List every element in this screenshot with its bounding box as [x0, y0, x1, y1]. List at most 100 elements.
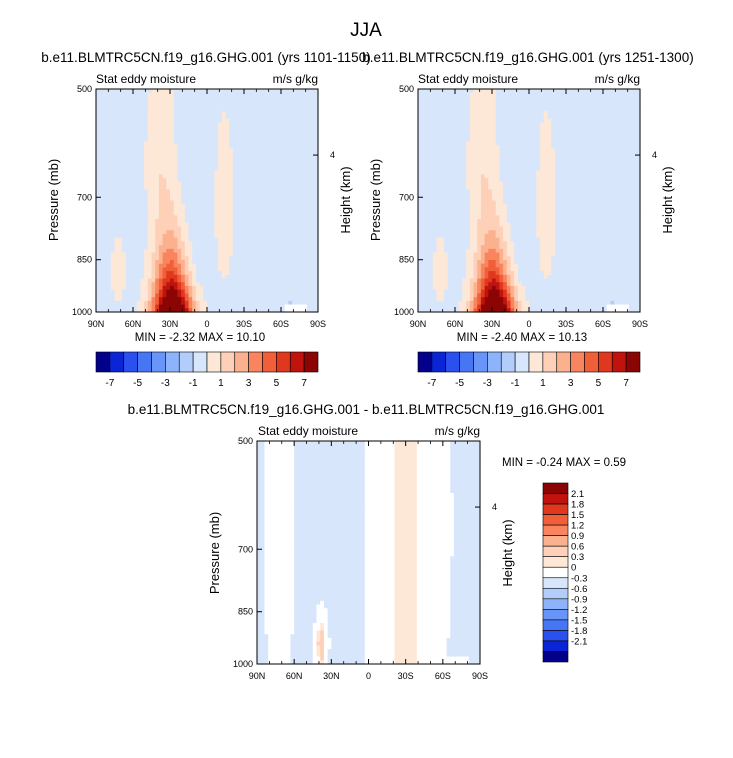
field-cell	[288, 274, 293, 280]
field-cell	[125, 252, 130, 257]
field-cell	[133, 300, 138, 306]
field-cell	[262, 211, 267, 216]
field-cell	[258, 129, 264, 135]
field-cell	[636, 163, 641, 168]
field-cell	[184, 267, 190, 272]
field-cell	[466, 115, 471, 120]
y-tick-label: 500	[77, 84, 92, 94]
field-cell	[210, 248, 215, 254]
field-cell	[529, 152, 534, 157]
field-cell	[273, 304, 278, 309]
field-cell	[625, 115, 630, 120]
field-cell	[251, 174, 256, 179]
field-cell	[170, 204, 175, 209]
field-cell	[247, 289, 252, 295]
field-cell	[155, 103, 160, 109]
field-cell	[236, 107, 241, 112]
field-cell	[129, 200, 134, 205]
field-cell	[236, 204, 241, 209]
field-cell	[562, 159, 567, 164]
field-cell	[151, 193, 156, 198]
field-cell	[273, 252, 278, 257]
field-cell	[251, 89, 256, 94]
field-cell	[262, 170, 267, 176]
field-cell	[269, 167, 275, 172]
field-cell	[207, 271, 212, 276]
field-cell	[229, 141, 234, 146]
field-cell	[255, 118, 260, 124]
field-cell	[177, 289, 182, 295]
field-cell	[110, 193, 116, 198]
field-cell	[244, 211, 249, 216]
field-cell	[170, 163, 175, 168]
field-cell	[218, 215, 223, 220]
field-cell	[625, 133, 630, 138]
field-cell	[96, 252, 101, 257]
field-cell	[118, 111, 123, 116]
field-cell	[192, 222, 197, 228]
field-cell	[151, 271, 156, 276]
field-cell	[636, 92, 641, 98]
field-cell	[110, 148, 116, 153]
field-cell	[621, 126, 626, 131]
field-cell	[529, 141, 534, 146]
field-cell	[125, 126, 130, 131]
field-cell	[418, 163, 423, 168]
field-cell	[170, 219, 175, 224]
field-cell	[121, 285, 127, 291]
field-cell	[288, 233, 293, 239]
field-cell	[554, 159, 560, 164]
field-cell	[425, 144, 430, 150]
field-cell	[543, 118, 549, 124]
field-cell	[173, 274, 178, 280]
field-cell	[247, 107, 252, 112]
field-cell	[292, 219, 297, 224]
field-cell	[440, 107, 445, 112]
field-cell	[299, 282, 304, 287]
field-cell	[281, 219, 286, 224]
field-cell	[184, 155, 190, 161]
field-cell	[221, 111, 227, 116]
field-cell	[232, 92, 238, 98]
field-cell	[99, 137, 104, 142]
field-cell	[136, 152, 141, 157]
field-cell	[258, 174, 264, 179]
field-cell	[603, 152, 608, 157]
field-cell	[606, 103, 611, 109]
field-cell	[240, 103, 245, 109]
field-cell	[136, 256, 141, 261]
field-cell	[480, 129, 486, 135]
field-cell	[517, 89, 523, 94]
field-cell	[480, 111, 486, 116]
field-cell	[96, 137, 101, 142]
field-cell	[484, 118, 489, 124]
field-cell	[218, 204, 223, 209]
field-cell	[133, 141, 138, 146]
field-cell	[188, 174, 193, 179]
field-cell	[466, 111, 471, 116]
field-cell	[199, 248, 204, 254]
field-cell	[151, 222, 156, 228]
field-cell	[118, 137, 123, 142]
field-cell	[121, 111, 127, 116]
field-cell	[173, 267, 178, 272]
field-cell	[136, 230, 141, 235]
field-cell	[199, 259, 204, 265]
field-cell	[110, 252, 116, 257]
field-cell	[125, 271, 130, 276]
field-cell	[432, 163, 438, 168]
field-cell	[266, 300, 271, 306]
field-cell	[192, 204, 197, 209]
field-cell	[155, 245, 160, 250]
field-cell	[199, 304, 204, 309]
field-cell	[266, 200, 271, 205]
field-cell	[558, 89, 563, 94]
field-cell	[221, 92, 227, 98]
field-cell	[269, 241, 275, 246]
field-cell	[628, 111, 634, 116]
field-cell	[114, 133, 119, 138]
field-cell	[262, 185, 267, 190]
field-cell	[162, 155, 167, 161]
field-cell	[244, 185, 249, 190]
field-cell	[158, 271, 164, 276]
